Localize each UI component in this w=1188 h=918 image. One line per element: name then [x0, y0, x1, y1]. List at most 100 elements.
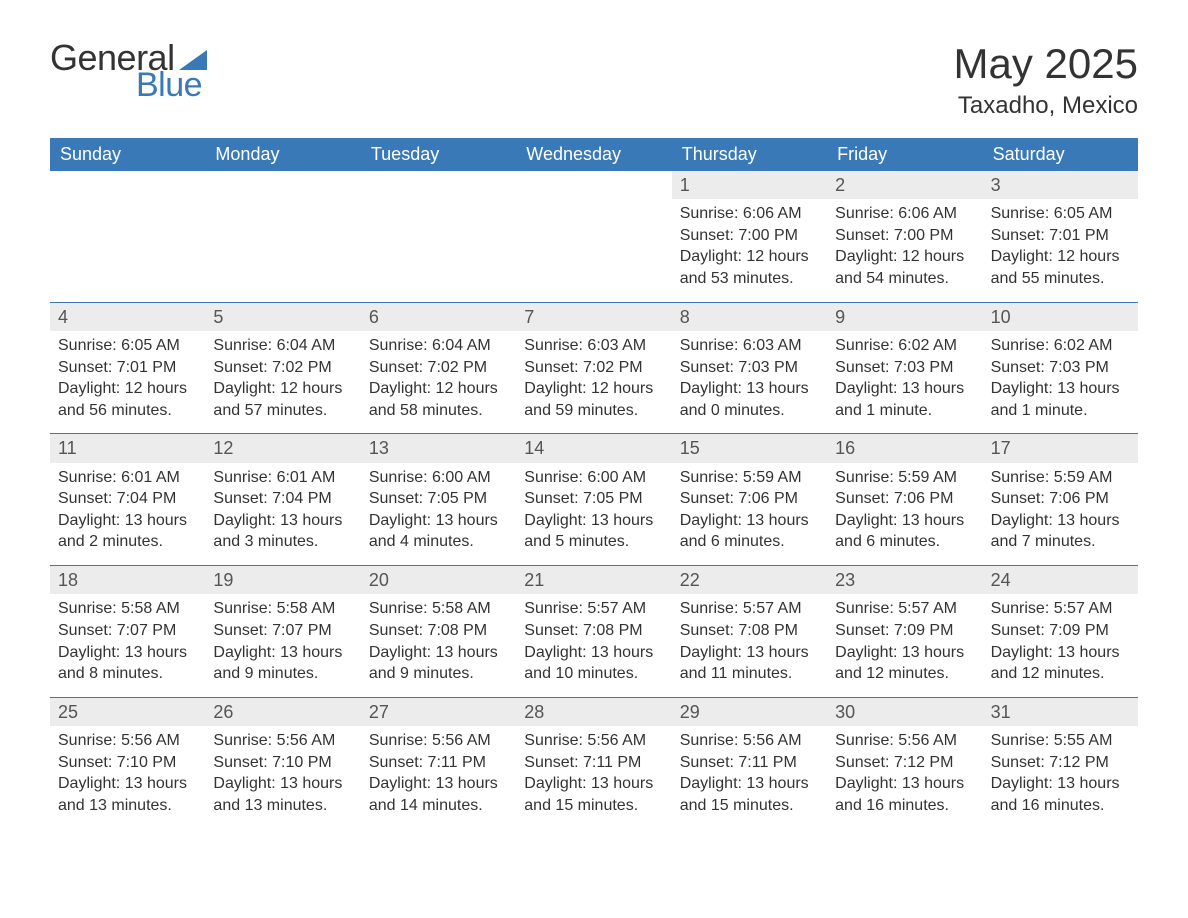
day-9: 9Sunrise: 6:02 AMSunset: 7:03 PMDaylight… — [827, 303, 982, 434]
day-body: Sunrise: 5:56 AMSunset: 7:11 PMDaylight:… — [516, 730, 671, 828]
sunset-line: Sunset: 7:06 PM — [835, 488, 974, 510]
sunset-line: Sunset: 7:03 PM — [680, 357, 819, 379]
sunrise-line: Sunrise: 6:00 AM — [369, 467, 508, 489]
day-body: Sunrise: 5:57 AMSunset: 7:08 PMDaylight:… — [516, 598, 671, 696]
week-row: 11Sunrise: 6:01 AMSunset: 7:04 PMDayligh… — [50, 433, 1138, 565]
sunset-line: Sunset: 7:05 PM — [524, 488, 663, 510]
sunset-line: Sunset: 7:10 PM — [58, 752, 197, 774]
sunset-line: Sunset: 7:00 PM — [835, 225, 974, 247]
sunrise-line: Sunrise: 6:00 AM — [524, 467, 663, 489]
dow-monday: Monday — [205, 138, 360, 171]
day-17: 17Sunrise: 5:59 AMSunset: 7:06 PMDayligh… — [983, 434, 1138, 565]
sunrise-line: Sunrise: 6:05 AM — [58, 335, 197, 357]
day-24: 24Sunrise: 5:57 AMSunset: 7:09 PMDayligh… — [983, 566, 1138, 697]
day-number: 7 — [516, 303, 671, 331]
sunset-line: Sunset: 7:05 PM — [369, 488, 508, 510]
day-empty: . — [516, 171, 671, 302]
daylight-line: Daylight: 12 hours and 55 minutes. — [991, 246, 1130, 289]
sunrise-line: Sunrise: 5:58 AM — [58, 598, 197, 620]
header: General Blue May 2025 Taxadho, Mexico — [50, 40, 1138, 120]
day-number: 5 — [205, 303, 360, 331]
sunrise-line: Sunrise: 6:02 AM — [835, 335, 974, 357]
daylight-line: Daylight: 13 hours and 10 minutes. — [524, 642, 663, 685]
day-body: Sunrise: 6:00 AMSunset: 7:05 PMDaylight:… — [516, 467, 671, 565]
sunrise-line: Sunrise: 5:56 AM — [680, 730, 819, 752]
sunset-line: Sunset: 7:06 PM — [680, 488, 819, 510]
day-number: 20 — [361, 566, 516, 594]
daylight-line: Daylight: 12 hours and 59 minutes. — [524, 378, 663, 421]
sunrise-line: Sunrise: 5:58 AM — [369, 598, 508, 620]
daylight-line: Daylight: 13 hours and 3 minutes. — [213, 510, 352, 553]
sunset-line: Sunset: 7:04 PM — [213, 488, 352, 510]
dow-sunday: Sunday — [50, 138, 205, 171]
day-6: 6Sunrise: 6:04 AMSunset: 7:02 PMDaylight… — [361, 303, 516, 434]
month-title: May 2025 — [954, 40, 1138, 88]
daylight-line: Daylight: 13 hours and 12 minutes. — [991, 642, 1130, 685]
sunrise-line: Sunrise: 5:58 AM — [213, 598, 352, 620]
day-body: Sunrise: 5:59 AMSunset: 7:06 PMDaylight:… — [827, 467, 982, 565]
sunrise-line: Sunrise: 5:59 AM — [991, 467, 1130, 489]
sunrise-line: Sunrise: 5:56 AM — [369, 730, 508, 752]
daylight-line: Daylight: 12 hours and 56 minutes. — [58, 378, 197, 421]
day-body: Sunrise: 5:58 AMSunset: 7:07 PMDaylight:… — [205, 598, 360, 696]
day-number: 19 — [205, 566, 360, 594]
day-number: 15 — [672, 434, 827, 462]
sunset-line: Sunset: 7:06 PM — [991, 488, 1130, 510]
daylight-line: Daylight: 12 hours and 53 minutes. — [680, 246, 819, 289]
day-empty: . — [50, 171, 205, 302]
day-15: 15Sunrise: 5:59 AMSunset: 7:06 PMDayligh… — [672, 434, 827, 565]
daylight-line: Daylight: 13 hours and 9 minutes. — [213, 642, 352, 685]
day-number: 3 — [983, 171, 1138, 199]
sunset-line: Sunset: 7:09 PM — [991, 620, 1130, 642]
day-body: Sunrise: 6:02 AMSunset: 7:03 PMDaylight:… — [983, 335, 1138, 433]
day-body: Sunrise: 6:01 AMSunset: 7:04 PMDaylight:… — [205, 467, 360, 565]
daylight-line: Daylight: 13 hours and 13 minutes. — [58, 773, 197, 816]
day-number: 16 — [827, 434, 982, 462]
daylight-line: Daylight: 13 hours and 7 minutes. — [991, 510, 1130, 553]
day-number: 28 — [516, 698, 671, 726]
dow-row: SundayMondayTuesdayWednesdayThursdayFrid… — [50, 138, 1138, 171]
day-body: Sunrise: 5:56 AMSunset: 7:11 PMDaylight:… — [361, 730, 516, 828]
dow-thursday: Thursday — [672, 138, 827, 171]
day-body: Sunrise: 5:58 AMSunset: 7:08 PMDaylight:… — [361, 598, 516, 696]
day-body: Sunrise: 5:56 AMSunset: 7:10 PMDaylight:… — [50, 730, 205, 828]
sunrise-line: Sunrise: 6:03 AM — [524, 335, 663, 357]
day-14: 14Sunrise: 6:00 AMSunset: 7:05 PMDayligh… — [516, 434, 671, 565]
sunset-line: Sunset: 7:08 PM — [680, 620, 819, 642]
day-7: 7 Sunrise: 6:03 AMSunset: 7:02 PMDaylight… — [516, 303, 671, 434]
sunset-line: Sunset: 7:11 PM — [680, 752, 819, 774]
sunset-line: Sunset: 7:02 PM — [524, 357, 663, 379]
day-body: Sunrise: 6:03 AMSunset: 7:02 PMDaylight:… — [516, 335, 671, 433]
daylight-line: Daylight: 13 hours and 16 minutes. — [991, 773, 1130, 816]
day-body: Sunrise: 5:56 AMSunset: 7:12 PMDaylight:… — [827, 730, 982, 828]
day-body: Sunrise: 6:05 AMSunset: 7:01 PMDaylight:… — [983, 203, 1138, 301]
day-12: 12Sunrise: 6:01 AMSunset: 7:04 PMDayligh… — [205, 434, 360, 565]
day-number: 23 — [827, 566, 982, 594]
day-number: 25 — [50, 698, 205, 726]
dow-friday: Friday — [827, 138, 982, 171]
location: Taxadho, Mexico — [954, 92, 1138, 120]
logo-word-blue: Blue — [136, 68, 207, 102]
daylight-line: Daylight: 13 hours and 11 minutes. — [680, 642, 819, 685]
daylight-line: Daylight: 12 hours and 57 minutes. — [213, 378, 352, 421]
sunset-line: Sunset: 7:07 PM — [58, 620, 197, 642]
sunrise-line: Sunrise: 6:01 AM — [58, 467, 197, 489]
sunrise-line: Sunrise: 6:05 AM — [991, 203, 1130, 225]
sunrise-line: Sunrise: 5:57 AM — [524, 598, 663, 620]
day-number: 8 — [672, 303, 827, 331]
sunset-line: Sunset: 7:02 PM — [369, 357, 508, 379]
sunset-line: Sunset: 7:09 PM — [835, 620, 974, 642]
sunset-line: Sunset: 7:08 PM — [369, 620, 508, 642]
day-number: 9 — [827, 303, 982, 331]
day-19: 19 Sunrise: 5:58 AMSunset: 7:07 PMDayligh… — [205, 566, 360, 697]
day-10: 10 Sunrise: 6:02 AMSunset: 7:03 PMDayligh… — [983, 303, 1138, 434]
day-body: Sunrise: 5:59 AMSunset: 7:06 PMDaylight:… — [983, 467, 1138, 565]
day-20: 20 Sunrise: 5:58 AMSunset: 7:08 PMDayligh… — [361, 566, 516, 697]
day-18: 18Sunrise: 5:58 AMSunset: 7:07 PMDayligh… — [50, 566, 205, 697]
day-body: Sunrise: 6:05 AMSunset: 7:01 PMDaylight:… — [50, 335, 205, 433]
day-body: Sunrise: 5:56 AMSunset: 7:11 PMDaylight:… — [672, 730, 827, 828]
day-31: 31Sunrise: 5:55 AMSunset: 7:12 PMDayligh… — [983, 698, 1138, 829]
day-3: 3 Sunrise: 6:05 AMSunset: 7:01 PMDaylight… — [983, 171, 1138, 302]
day-number: 10 — [983, 303, 1138, 331]
daylight-line: Daylight: 13 hours and 5 minutes. — [524, 510, 663, 553]
